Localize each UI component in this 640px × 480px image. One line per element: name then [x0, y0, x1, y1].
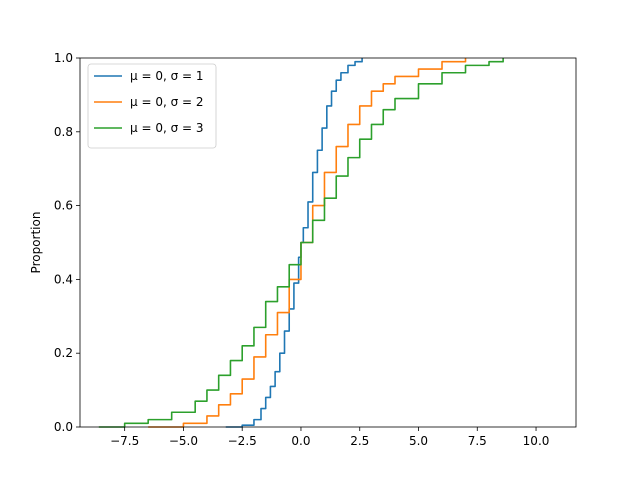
x-tick-label: 5.0 [409, 434, 428, 448]
series-line-1 [225, 58, 363, 428]
x-tick-label: 2.5 [350, 434, 369, 448]
series-line-3 [98, 58, 504, 428]
x-tick-label: 0.0 [291, 434, 310, 448]
y-tick-label: 0.8 [54, 125, 73, 139]
legend: μ = 0, σ = 1 μ = 0, σ = 2 μ = 0, σ = 3 [87, 63, 217, 149]
y-tick-label: 0.2 [54, 346, 73, 360]
legend-entry-label: μ = 0, σ = 3 [130, 121, 204, 135]
x-tick-label: −2.5 [228, 434, 257, 448]
y-tick-label: 0.6 [54, 199, 73, 213]
y-tick-label: 1.0 [54, 51, 73, 65]
legend-entry-label: μ = 0, σ = 1 [130, 69, 204, 83]
x-tick-label: 7.5 [468, 434, 487, 448]
legend-box [87, 63, 217, 149]
x-tick-label: 10.0 [523, 434, 550, 448]
y-axis: 0.0 0.2 0.4 0.6 0.8 1.0 [54, 51, 80, 434]
axes-frame [79, 57, 577, 428]
legend-entry-label: μ = 0, σ = 2 [130, 95, 204, 109]
x-tick-label: −7.5 [110, 434, 139, 448]
y-tick-label: 0.4 [54, 272, 73, 286]
series-layer [98, 58, 504, 428]
x-axis: −7.5 −5.0 −2.5 0.0 2.5 5.0 7.5 10.0 [110, 427, 549, 448]
y-axis-label: Proportion [29, 212, 43, 274]
x-tick-label: −5.0 [169, 434, 198, 448]
y-tick-label: 0.0 [54, 420, 73, 434]
